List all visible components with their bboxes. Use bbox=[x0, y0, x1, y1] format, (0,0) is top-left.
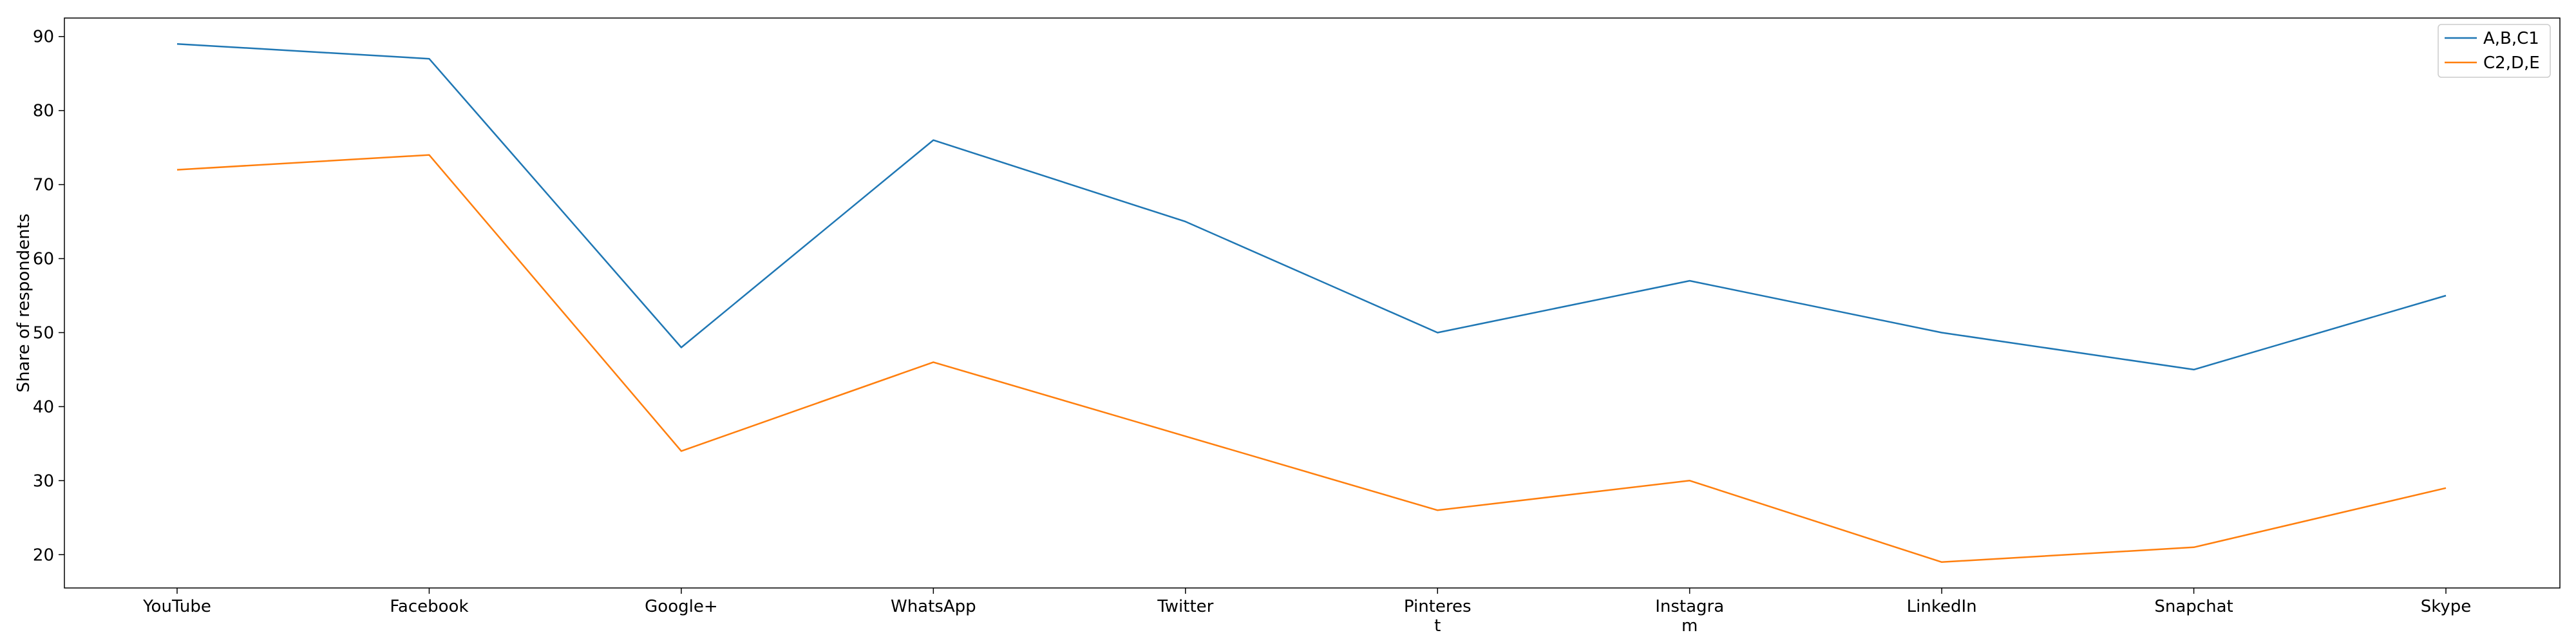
series-layer bbox=[176, 43, 2447, 564]
x-tick-label: WhatsApp bbox=[891, 597, 976, 616]
x-axis-ticks: YouTube Facebook Google+ WhatsApp Twitter Pin… bbox=[142, 588, 2471, 636]
y-tick-label: 80 bbox=[33, 102, 54, 121]
x-tick-label: Facebook bbox=[390, 597, 468, 616]
y-tick-label: 40 bbox=[33, 397, 54, 417]
x-tick-label: Instagra m bbox=[1655, 597, 1724, 636]
y-tick-label: 60 bbox=[33, 250, 54, 269]
x-tick-label: Twitter bbox=[1157, 597, 1213, 616]
y-axis-ticks: 20 30 40 50 60 70 80 90 bbox=[33, 28, 64, 565]
y-tick-label: 50 bbox=[33, 323, 54, 343]
x-tick-label: Skype bbox=[2421, 597, 2472, 616]
y-tick-label: 30 bbox=[33, 471, 54, 491]
legend: A,B,C1 C2,D,E bbox=[2438, 24, 2551, 78]
y-tick-label: 70 bbox=[33, 176, 54, 195]
legend-label: C2,D,E bbox=[2483, 53, 2540, 73]
series-line-2 bbox=[176, 154, 2447, 564]
y-tick-label: 20 bbox=[33, 545, 54, 565]
y-tick-label: 90 bbox=[33, 28, 54, 47]
y-axis-label: Share of respondents bbox=[14, 214, 33, 393]
x-tick-label: Snapchat bbox=[2154, 597, 2233, 616]
plot-frame bbox=[64, 17, 2561, 589]
x-tick-label: Google+ bbox=[645, 597, 717, 616]
x-tick-label: Pinteres t bbox=[1404, 597, 1472, 636]
legend-label: A,B,C1 bbox=[2483, 29, 2539, 48]
x-tick-label: LinkedIn bbox=[1907, 597, 1977, 616]
x-tick-label: YouTube bbox=[142, 597, 211, 616]
series-line-1 bbox=[176, 43, 2447, 371]
